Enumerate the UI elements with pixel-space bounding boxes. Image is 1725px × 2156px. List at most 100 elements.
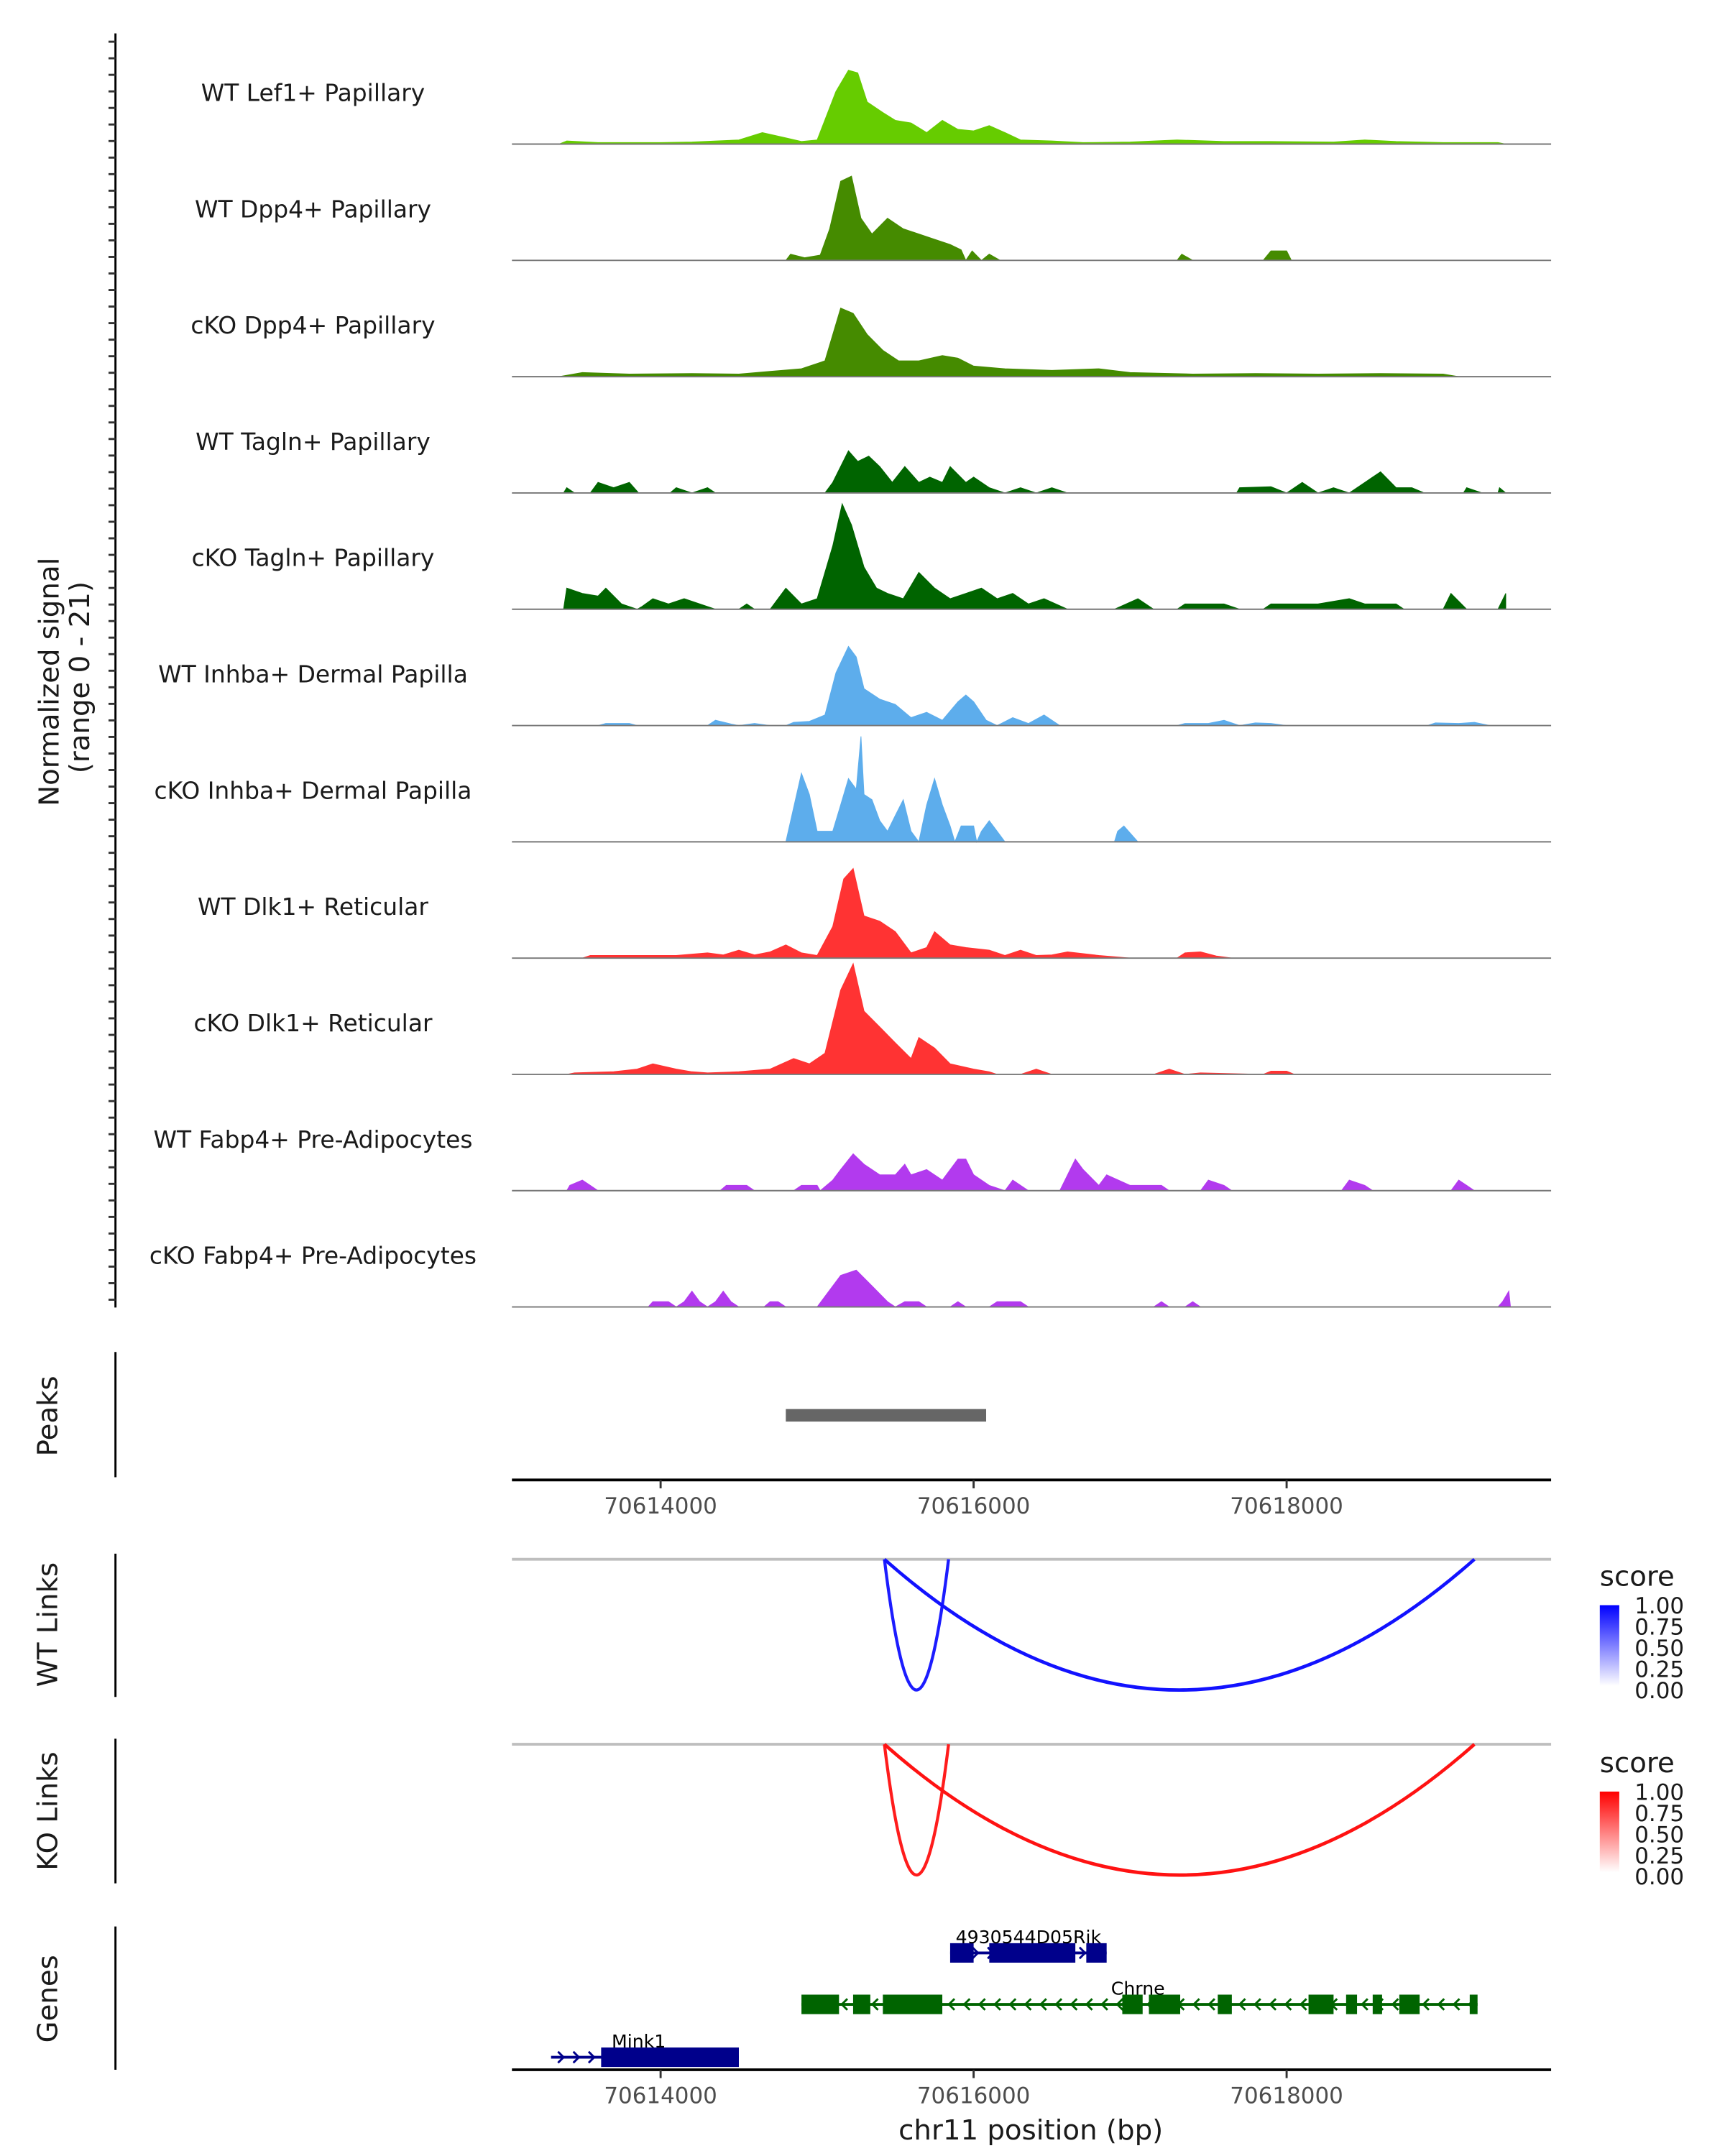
- link-arc: [883, 1559, 950, 1692]
- peak-region: [786, 1409, 987, 1422]
- y-axis-title-line1: Normalized signal: [33, 558, 65, 806]
- peak-regions: [786, 1409, 987, 1422]
- strand-arrow-icon: [1238, 1998, 1246, 2011]
- gene-exon: [1399, 1994, 1420, 2014]
- strand-arrow-icon: [971, 1946, 980, 1960]
- strand-arrow-icon: [962, 1998, 971, 2011]
- wt-links-label: WT Links: [32, 1562, 64, 1687]
- gene-exon: [1372, 1994, 1382, 2014]
- strand-arrow-icon: [1391, 1998, 1399, 2011]
- coverage-track: cKO Inhba+ Dermal Papilla: [155, 736, 1552, 843]
- x-tick-label: 70616000: [917, 2083, 1031, 2109]
- links-track: [512, 1557, 1552, 1692]
- gene-exon: [852, 1994, 870, 2014]
- strand-arrow-icon: [1361, 1998, 1368, 2011]
- legend-title: score: [1600, 1747, 1675, 1779]
- coverage-y-ticks: [108, 40, 116, 1301]
- legend-label: 0.25: [1634, 1843, 1684, 1869]
- coverage-track: WT Tagln+ Papillary: [196, 428, 1552, 494]
- strand-arrow-icon: [1192, 1998, 1200, 2011]
- coverage-area: [648, 1269, 1512, 1308]
- strand-arrow-icon: [1054, 1998, 1063, 2011]
- track-label: cKO Inhba+ Dermal Papilla: [155, 776, 472, 804]
- track-label: WT Tagln+ Papillary: [196, 428, 431, 456]
- y-axis-title-line2: (range 0 - 21): [64, 581, 96, 773]
- track-label: WT Fabp4+ Pre-Adipocytes: [153, 1125, 472, 1153]
- gene-model: 4930544D05Rik: [949, 1927, 1107, 1963]
- gene-exon: [1469, 1994, 1478, 2014]
- legend-colorbar: [1599, 1791, 1619, 1873]
- strand-arrow-icon: [840, 1998, 848, 2011]
- strand-arrow-icon: [1437, 1998, 1445, 2011]
- legend-label: 0.00: [1634, 1678, 1684, 1704]
- x-axis-top-ticks: 70614000 70616000 70618000: [604, 1480, 1343, 1519]
- strand-arrow-icon: [1100, 1998, 1108, 2011]
- x-axis-title: chr11 position (bp): [898, 2114, 1163, 2147]
- coverage-area: [785, 175, 1292, 262]
- y-axis-title: Normalized signal (range 0 - 21): [33, 548, 96, 806]
- gene-exon: [1122, 1994, 1143, 2014]
- coverage-area: [785, 736, 1139, 843]
- strand-arrow-icon: [1269, 1998, 1277, 2011]
- coverage-track: cKO Fabp4+ Pre-Adipocytes: [150, 1242, 1552, 1308]
- gene-models: 4930544D05Rik Chrne Mink1: [551, 1927, 1478, 2068]
- coverage-track: WT Fabp4+ Pre-Adipocytes: [153, 1125, 1552, 1192]
- coverage-area: [563, 502, 1506, 610]
- coverage-track: cKO Dpp4+ Papillary: [190, 308, 1552, 378]
- link-arcs: [512, 1557, 1552, 1877]
- strand-arrow-icon: [1078, 1946, 1087, 1960]
- track-label: WT Dpp4+ Papillary: [195, 195, 431, 223]
- strand-arrow-icon: [587, 2050, 596, 2064]
- score-legends: score1.000.750.500.250.00score1.000.750.…: [1599, 1560, 1684, 1890]
- strand-arrow-icon: [1085, 1998, 1093, 2011]
- x-axis-bottom-ticks: 70614000 70616000 70618000: [604, 2070, 1343, 2109]
- x-tick-label: 70618000: [1230, 1493, 1343, 1519]
- legend-colorbar: [1599, 1605, 1619, 1686]
- legend-label: 0.00: [1634, 1864, 1684, 1890]
- strand-arrow-icon: [1008, 1998, 1017, 2011]
- track-label: WT Lef1+ Papillary: [201, 79, 426, 107]
- track-label: cKO Tagln+ Papillary: [192, 544, 435, 572]
- coverage-area: [563, 450, 1507, 494]
- strand-arrow-icon: [557, 2050, 566, 2064]
- strand-arrow-icon: [1208, 1998, 1215, 2011]
- coverage-tracks: WT Lef1+ Papillary WT Dpp4+ Papillary cKO …: [150, 70, 1552, 1308]
- coverage-track: cKO Tagln+ Papillary: [192, 502, 1552, 610]
- coverage-track: WT Dlk1+ Reticular: [198, 867, 1552, 959]
- coverage-area: [582, 867, 1232, 959]
- peaks-label: Peaks: [32, 1376, 64, 1456]
- gene-exon: [801, 1994, 840, 2014]
- x-tick-label: 70614000: [604, 1493, 717, 1519]
- gene-name-label: Chrne: [1111, 1978, 1165, 1999]
- coverage-area: [566, 1153, 1476, 1192]
- x-tick-label: 70616000: [917, 1493, 1031, 1519]
- gene-exon: [1218, 1994, 1232, 2014]
- gene-exon: [1308, 1994, 1334, 2014]
- gene-name-label: Mink1: [612, 2031, 666, 2052]
- legend-label: 0.25: [1634, 1657, 1684, 1682]
- coverage-track: cKO Dlk1+ Reticular: [193, 962, 1552, 1075]
- gene-exon: [601, 2047, 739, 2068]
- coverage-area: [597, 645, 1491, 727]
- x-tick-label: 70614000: [604, 2083, 717, 2109]
- gene-exon: [1149, 1994, 1181, 2014]
- strand-arrow-icon: [1253, 1998, 1261, 2011]
- legend-label: 0.75: [1634, 1801, 1684, 1827]
- gene-model: Chrne: [801, 1978, 1478, 2014]
- strand-arrow-icon: [978, 1998, 986, 2011]
- x-tick-label: 70618000: [1230, 2083, 1343, 2109]
- strand-arrow-icon: [1024, 1998, 1032, 2011]
- legend-label: 1.00: [1634, 1593, 1684, 1619]
- legend-label: 1.00: [1634, 1780, 1684, 1806]
- coverage-track: WT Dpp4+ Papillary: [195, 175, 1552, 262]
- coverage-area: [558, 70, 1506, 144]
- coverage-area: [558, 308, 1459, 377]
- legend-label: 0.75: [1634, 1615, 1684, 1641]
- strand-arrow-icon: [947, 1998, 956, 2011]
- ko-links-label: KO Links: [32, 1751, 64, 1870]
- link-arc: [883, 1743, 1476, 1877]
- legend-label: 0.50: [1634, 1636, 1684, 1662]
- strand-arrow-icon: [1452, 1998, 1460, 2011]
- strand-arrow-icon: [1039, 1998, 1047, 2011]
